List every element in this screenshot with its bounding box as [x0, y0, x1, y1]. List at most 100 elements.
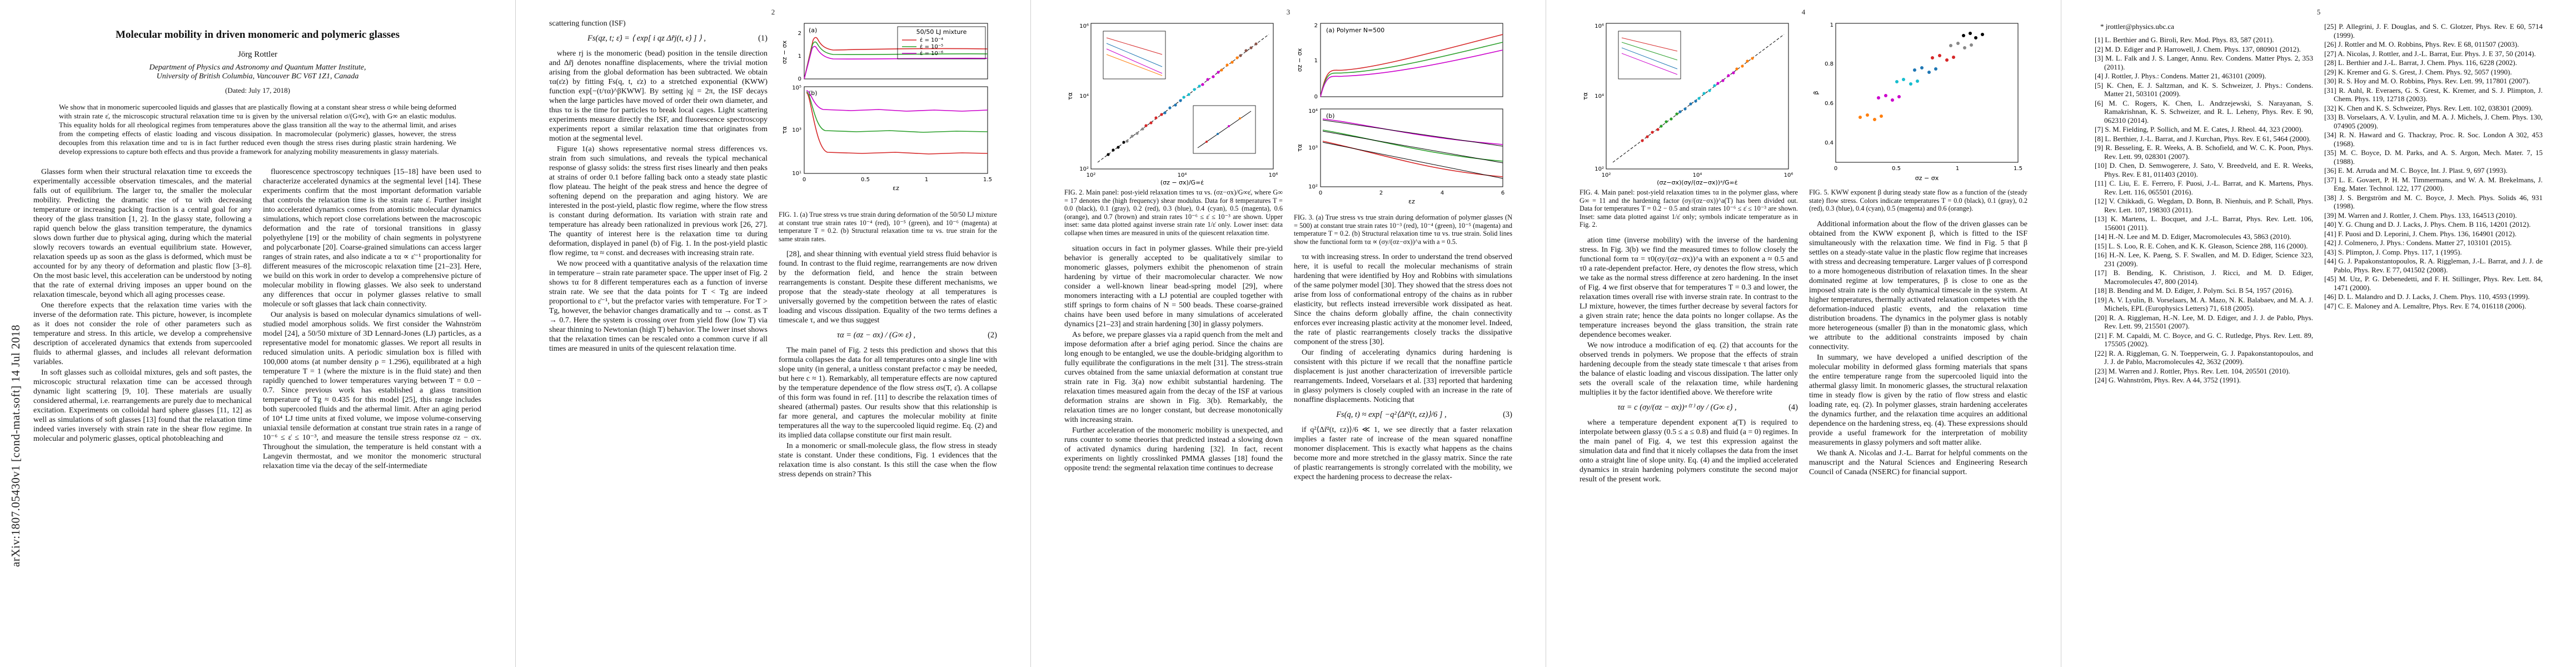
reference-item: [3] M. L. Falk and J. S. Langer, Annu. R… — [2095, 54, 2313, 71]
reference-item: [18] B. Bending and M. D. Ediger, J. Pol… — [2095, 286, 2294, 295]
paragraph-list: if q²⟨Δr̃²(t, εz)⟩/6 ≪ 1, we see directl… — [1294, 425, 1512, 482]
paragraph: In soft glasses such as colloidal mixtur… — [33, 369, 252, 443]
paragraph: One therefore expects that the relaxatio… — [33, 301, 252, 366]
tick-label: 0.8 — [1825, 61, 1833, 67]
affiliation-line-2: University of British Columbia, Vancouve… — [156, 72, 359, 81]
series-black — [1962, 32, 1984, 39]
series-blue — [1678, 99, 1697, 113]
reference-item: [42] J. Colmenero, J. Phys.: Condens. Ma… — [2324, 238, 2512, 247]
tick-label: 10⁵ — [792, 85, 801, 91]
column-left: Glasses form when their structural relax… — [33, 167, 252, 472]
paragraph: if q²⟨Δr̃²(t, εz)⟩/6 ≪ 1, we see directl… — [1294, 426, 1512, 482]
tick-label: 10² — [1595, 166, 1604, 172]
reference-item: [10] D. Chen, D. Semwogerere, J. Sato, V… — [2095, 161, 2313, 178]
equation-number: (1) — [758, 34, 768, 43]
reference-item: [17] B. Bending, K. Christison, J. Ricci… — [2095, 268, 2313, 286]
figure-4-caption: FIG. 4. Main panel: post-yield relaxatio… — [1580, 188, 1798, 229]
tick-label: 10⁴ — [1595, 93, 1604, 99]
tick-label: 0 — [1314, 94, 1318, 100]
email-footnote: * jrottler@physics.ubc.ca — [2100, 22, 2174, 31]
continuation-line: scattering function (ISF) — [549, 19, 626, 28]
equation-formula: Fs(qz, t; ε̇) = ⟨ exp[ i qz Δr̃j(t, ε̇) … — [587, 34, 706, 43]
series-orange — [1858, 113, 1883, 121]
tick-label: 0 — [1834, 166, 1837, 172]
reference-item: [31] R. Auhl, R. Everaers, G. S. Grest, … — [2324, 86, 2543, 103]
reference-item: [26] J. Rottler and M. O. Robbins, Phys.… — [2324, 40, 2519, 48]
tick-label: 10² — [1079, 166, 1089, 172]
figure-5-plot: 0.4 0.6 0.8 1 0 0.5 1 1.5 σz − σx β — [1809, 19, 2027, 186]
page-number: 3 — [1286, 8, 1291, 16]
series-blue — [1913, 66, 1937, 74]
tick-label: 10⁶ — [1595, 23, 1604, 29]
column-right: (a) 0 1 2 50/50 LJ mixture — [779, 19, 997, 480]
y-axis-label: τα — [1582, 92, 1589, 100]
paragraph: We now proceed with a quantitative analy… — [549, 260, 768, 353]
paragraph-list: Glasses form when their structural relax… — [33, 167, 252, 444]
paragraph: fluorescence spectroscopy techniques [15… — [263, 168, 481, 308]
reference-list: [1] L. Berthier and G. Biroli, Rev. Mod.… — [2095, 36, 2313, 385]
column-right: (a) Polymer N=500 0 1 2 (b) — [1294, 19, 1512, 483]
figure-5-caption: FIG. 5. KWW exponent β during steady sta… — [1809, 188, 2027, 213]
series-gray — [1949, 42, 1973, 49]
paragraph: where rj is the monomeric (bead) positio… — [549, 49, 768, 143]
tick-label: 1.5 — [2014, 166, 2022, 172]
figure-1-legend: 50/50 LJ mixture ε̇ = 10⁻⁴ ε̇ = 10⁻⁵ ε̇ … — [897, 26, 986, 59]
panel-label: (b) — [1326, 112, 1335, 120]
arxiv-stamp: arXiv:1807.05430v1 [cond-mat.soft] 14 Ju… — [9, 325, 22, 567]
legend-entry: ε̇ = 10⁻⁶ — [920, 50, 943, 57]
equation-4: τα = c (σy/(σz − σx))ᵃ⁽ᵀ⁾ σy / (G∞ ε̇) ,… — [1580, 403, 1798, 412]
references-column-right: [25] P. Allegrini, J. F. Douglas, and S.… — [2324, 22, 2543, 385]
page-3: 3 — [1030, 0, 1546, 667]
stress-strain-curves — [804, 37, 988, 79]
tick-label: 0.4 — [1825, 140, 1833, 146]
reference-item: [37] L. E. Govaert, P. H. M. Timmermans,… — [2324, 175, 2543, 193]
tick-label: 10⁴ — [1693, 172, 1702, 178]
paragraph: We now introduce a modification of eq. (… — [1580, 341, 1798, 397]
series-magenta — [1201, 71, 1220, 86]
paragraph-list: The main panel of Fig. 2 tests this pred… — [779, 346, 997, 479]
series-cyan — [1895, 78, 1919, 86]
relaxation-time-curves — [806, 90, 988, 155]
tick-label: 0.5 — [1892, 166, 1901, 172]
equation-formula: Fs(q, t) ≈ exp[ −q²⟨Δr̃²(t, εz)⟩/6 ] , — [1336, 410, 1447, 420]
reference-item: [24] G. Wahnström, Phys. Rev. A 44, 3752… — [2095, 376, 2241, 384]
reference-item: [43] S. Plimpton, J. Comp. Phys. 117, 1 … — [2324, 247, 2462, 256]
x-axis-label: εz — [1408, 198, 1415, 205]
reference-item: [13] K. Martens, L. Bocquet, and J.-L. B… — [2095, 215, 2313, 232]
equation-number: (4) — [1788, 402, 1798, 412]
equation-2: τα = (σz − σx) / (G∞ ε̇) , (2) — [779, 331, 997, 340]
tick-label: 6 — [1501, 190, 1504, 196]
paragraph: where a temperature dependent exponent a… — [1580, 418, 1798, 484]
tick-label: 10² — [1087, 172, 1096, 178]
tick-label: 1 — [1956, 166, 1959, 172]
figure-1: (a) 0 1 2 50/50 LJ mixture — [779, 19, 997, 243]
paragraph: [28], and shear thinning with eventual y… — [779, 250, 997, 325]
equation-3: Fs(q, t) ≈ exp[ −q²⟨Δr̃²(t, εz)⟩/6 ] , (… — [1294, 410, 1512, 420]
series-blue — [1163, 99, 1182, 115]
reference-item: [5] K. Chen, E. J. Saltzman, and K. S. S… — [2095, 81, 2313, 98]
reference-item: [7] S. M. Fielding, P. Sollich, and M. E… — [2095, 125, 2303, 133]
tick-label: 2 — [798, 31, 801, 37]
column-right: fluorescence spectroscopy techniques [15… — [263, 167, 481, 472]
page-number: 4 — [1801, 8, 1806, 16]
equation-formula: τα = (σz − σx) / (G∞ ε̇) , — [836, 331, 916, 340]
reference-item: [14] H.-N. Lee and M. D. Ediger, Macromo… — [2095, 232, 2291, 241]
paragraph: τα with increasing stress. In order to u… — [1294, 253, 1512, 347]
reference-item: [46] D. L. Malandro and D. J. Lacks, J. … — [2324, 292, 2530, 301]
figure-1-plot: (a) 0 1 2 50/50 LJ mixture — [779, 19, 997, 208]
upper-inset — [1103, 31, 1166, 79]
tick-label: 10³ — [792, 127, 801, 133]
series-gray — [1125, 127, 1144, 143]
x-axis-label: (σz − σx)/G∞ε̇ — [1160, 179, 1204, 186]
reference-item: [20] R. A. Riggleman, H.-N. Lee, M. D. E… — [2095, 313, 2313, 331]
reference-item: [25] P. Allegrini, J. F. Douglas, and S.… — [2324, 22, 2543, 39]
reference-item: [21] F. M. Capaldi, M. C. Boyce, and G. … — [2095, 331, 2313, 349]
paragraph: In a monomeric or small-molecule glass, … — [779, 442, 997, 479]
paragraph-list: ation time (inverse mobility) with the i… — [1580, 236, 1798, 397]
legend-entry: ε̇ = 10⁻⁵ — [920, 43, 943, 50]
series-brown — [1239, 42, 1258, 57]
upper-inset — [1618, 31, 1681, 79]
date-line: (Dated: July 17, 2018) — [225, 86, 290, 94]
reference-item: [28] L. Berthier and J.-L. Barrat, J. Ch… — [2324, 58, 2517, 67]
reference-item: [2] M. D. Ediger and P. Harrowell, J. Ch… — [2095, 44, 2301, 53]
